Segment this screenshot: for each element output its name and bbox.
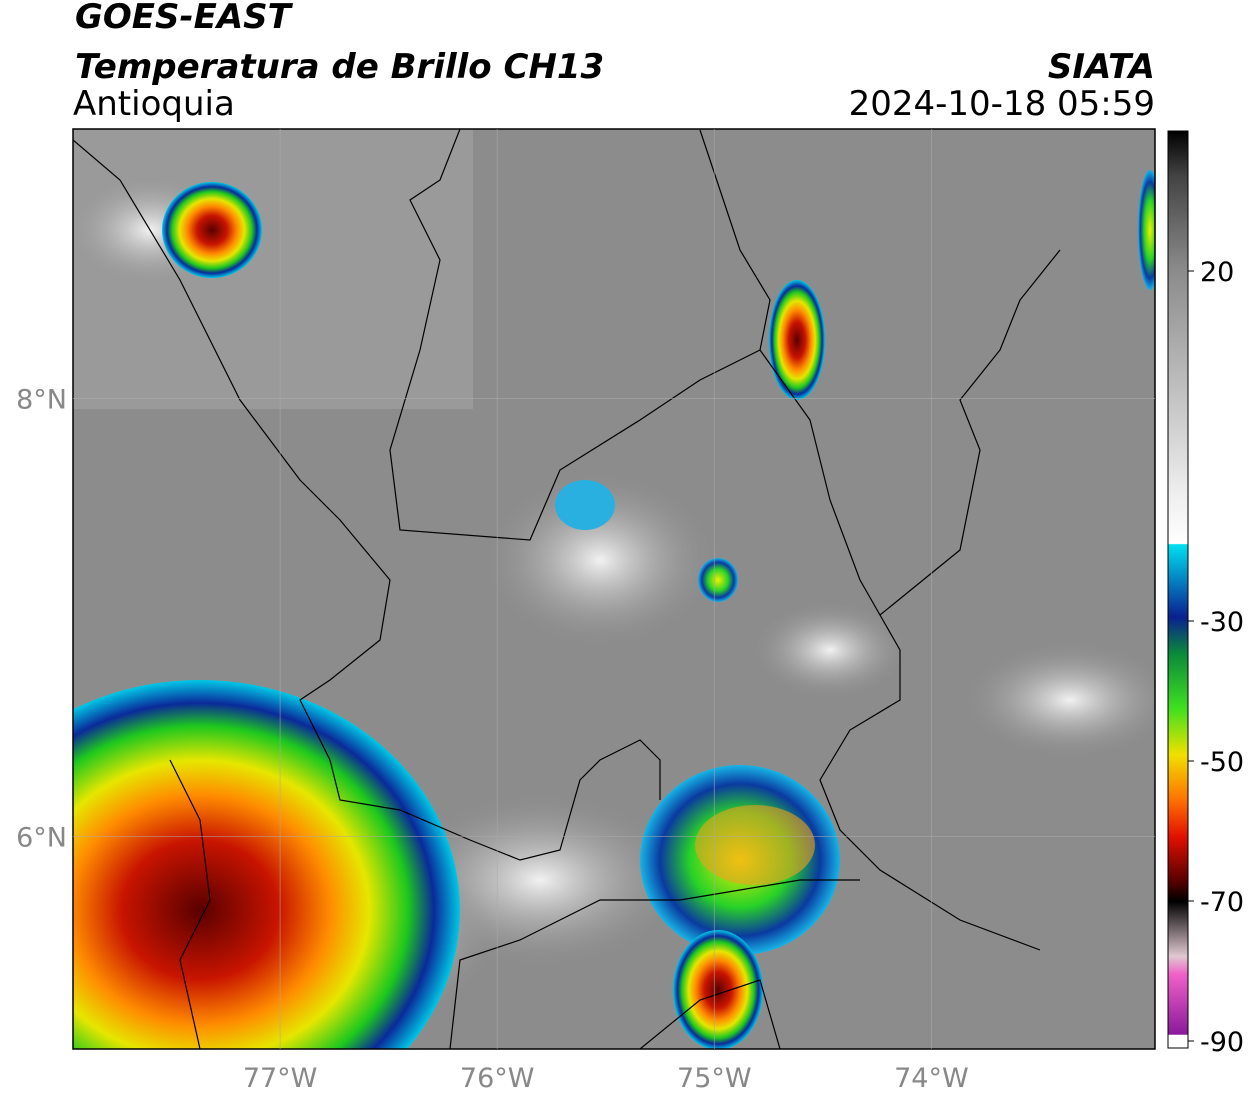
region: Antioquia [73, 84, 235, 124]
colorbar-tick-label: -30 [1200, 607, 1244, 638]
datetime: 2024-10-18 05:59 [849, 84, 1155, 124]
x-tick-label: 74°W [894, 1063, 969, 1094]
satellite-image [73, 129, 1155, 1049]
y-tick-label: 8°N [16, 384, 67, 415]
colorbar [1167, 130, 1189, 1049]
subtitle: Temperatura de Brillo CH13 [75, 47, 604, 87]
source: SIATA [1048, 47, 1155, 87]
x-tick-label: 75°W [677, 1063, 752, 1094]
colorbar-tick-label: 20 [1200, 257, 1234, 288]
title: GOES-EAST [75, 0, 294, 37]
colorbar-tick-label: -90 [1200, 1027, 1244, 1058]
x-tick-label: 77°W [243, 1063, 318, 1094]
colorbar-tick-label: -70 [1200, 887, 1244, 918]
map-frame [72, 128, 1156, 1050]
x-tick-label: 76°W [460, 1063, 535, 1094]
y-tick-label: 6°N [16, 823, 67, 854]
colorbar-tick-label: -50 [1200, 747, 1244, 778]
